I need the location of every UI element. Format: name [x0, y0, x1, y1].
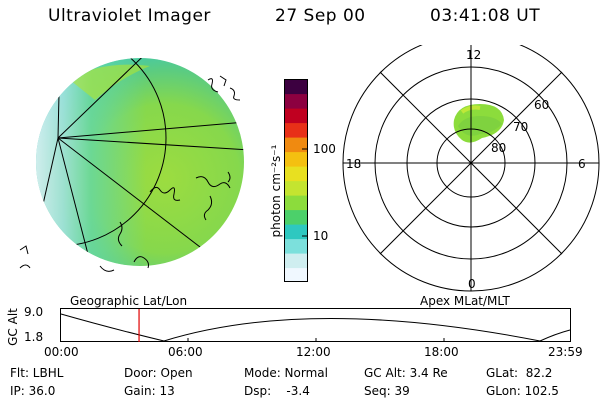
altitude-xtick-1800: 18:00 [424, 345, 459, 359]
status-door: Door: Open [124, 366, 193, 380]
header-time: 03:41:08 UT [430, 6, 541, 26]
colorbar-band [284, 238, 308, 254]
lat-label-70: 70 [513, 120, 529, 134]
altitude-xtick-0000: 00:00 [44, 345, 79, 359]
mlt-label-12: 12 [466, 48, 482, 62]
status-gain: Gain: 13 [124, 384, 175, 398]
altitude-ytick-min: 1.8 [24, 330, 44, 344]
header-date: 27 Sep 00 [275, 6, 366, 26]
polar-grid [342, 45, 600, 292]
colorbar-band [284, 209, 308, 225]
status-ip: IP: 36.0 [10, 384, 56, 398]
altitude-orbit-plot [60, 308, 571, 342]
polar-mlat-mlt-plot [342, 45, 600, 292]
status-glon: GLon: 102.5 [486, 384, 559, 398]
colorbar-band [284, 180, 308, 196]
caption-geographic: Geographic Lat/Lon [70, 294, 188, 308]
status-dsp: Dsp: -3.4 [244, 384, 310, 398]
status-seq: Seq: 39 [364, 384, 410, 398]
colorbar-band [284, 122, 308, 138]
altitude-ytick-max: 9.0 [24, 305, 44, 319]
colorbar-band [284, 108, 308, 124]
colorbar-band [284, 93, 308, 109]
colorbar-band [284, 79, 308, 95]
mlt-label-6: 6 [578, 157, 586, 171]
caption-apex: Apex MLat/MLT [420, 294, 510, 308]
colorbar-band [284, 137, 308, 153]
lat-label-60: 60 [534, 98, 550, 112]
colorbar-unit-label: photon cm⁻²s⁻¹ [269, 144, 283, 238]
colorbar [284, 79, 308, 282]
status-gc-alt: GC Alt: 3.4 Re [364, 366, 448, 380]
colorbar-tick-100: 100 [313, 142, 336, 156]
colorbar-band [284, 253, 308, 269]
colorbar-band [284, 224, 308, 240]
colorbar-band [284, 166, 308, 182]
altitude-xtick-1200: 12:00 [296, 345, 331, 359]
status-glat: GLat: 82.2 [486, 366, 553, 380]
status-mode: Mode: Normal [244, 366, 328, 380]
altitude-axis-label: GC Alt [5, 308, 20, 346]
geographic-auroral-image [19, 58, 244, 272]
altitude-xtick-2359: 23:59 [548, 345, 583, 359]
mlt-label-0: 0 [468, 277, 476, 291]
altitude-curve [60, 313, 571, 342]
instrument-title: Ultraviolet Imager [48, 6, 211, 26]
colorbar-band [284, 267, 308, 282]
colorbar-tick-10: 10 [313, 229, 329, 243]
colorbar-band [284, 195, 308, 211]
status-flt: Flt: LBHL [10, 366, 64, 380]
lat-label-80: 80 [491, 141, 507, 155]
altitude-xtick-0600: 06:00 [168, 345, 203, 359]
colorbar-band [284, 151, 308, 167]
coastlines [19, 75, 241, 272]
altitude-plot-frame [60, 308, 571, 342]
mlt-label-18: 18 [346, 157, 362, 171]
